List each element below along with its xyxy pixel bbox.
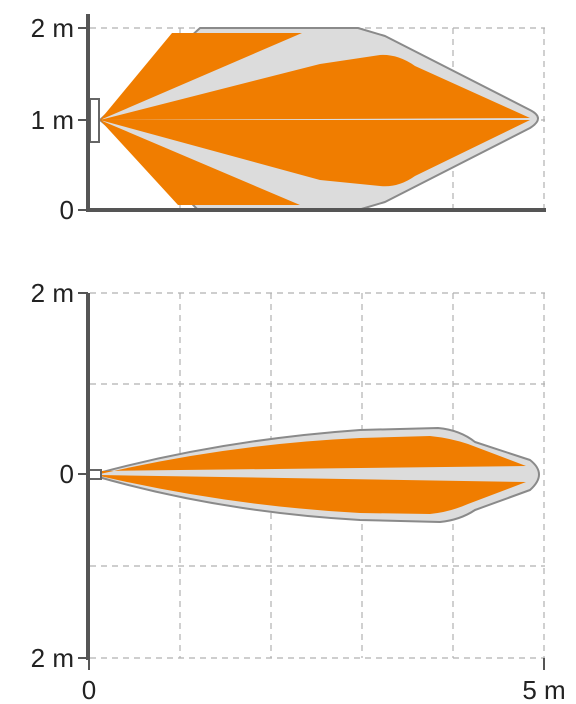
top-view-finger-lower [100, 120, 530, 187]
top-view-finger-upper [100, 54, 530, 120]
side-view-x-tick-0: 0 [82, 675, 96, 704]
top-view-y-tick-2m: 2 m [31, 13, 74, 43]
side-view-detection-lobes [100, 436, 526, 514]
top-view-y-tick-1m: 1 m [31, 105, 74, 135]
top-view-finger-top [100, 33, 302, 120]
side-view-x-tick-5m: 5 m [522, 675, 565, 704]
side-view-grid [90, 292, 545, 659]
top-view-detection-fingers [100, 33, 530, 205]
side-view-y-tick-bottom-2m: 2 m [31, 643, 74, 673]
side-view-y-tick-0: 0 [60, 459, 74, 489]
top-view-sensor [89, 98, 100, 143]
side-view-y-tick-top-2m: 2 m [31, 278, 74, 308]
side-view-lobe-lower [100, 475, 526, 514]
top-view-finger-bottom [100, 120, 300, 205]
side-view-panel: 2 m 0 2 m 0 5 m [31, 278, 566, 704]
side-view-lobe-upper [100, 436, 526, 474]
top-view-panel: 2 m 1 m 0 [31, 13, 546, 225]
top-view-y-tick-0: 0 [60, 195, 74, 225]
side-view-sensor [88, 469, 102, 480]
